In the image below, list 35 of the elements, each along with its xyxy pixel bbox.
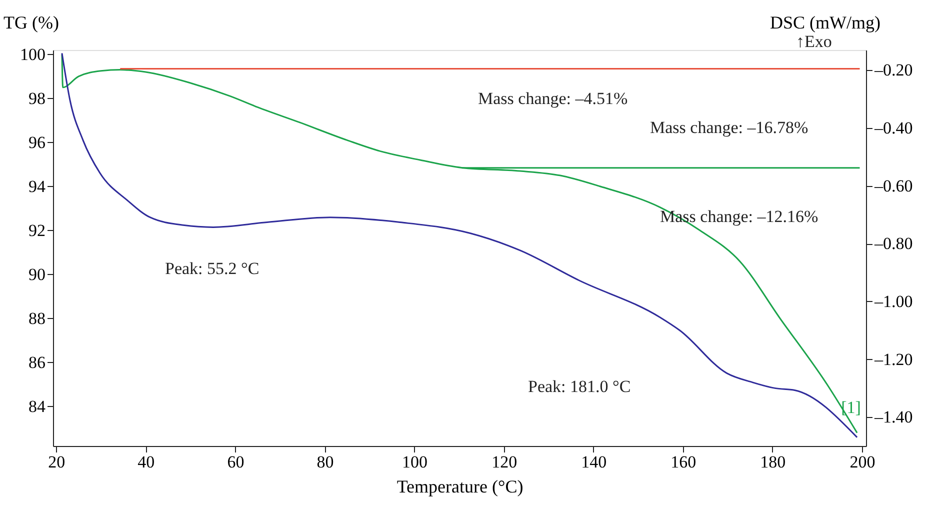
y-tick-label: 92: [28, 220, 46, 240]
y-tick-label: 84: [28, 396, 46, 416]
annotation: ↑Exo: [796, 32, 832, 51]
y2-tick-label: –1.00: [874, 292, 913, 311]
annotation: Peak: 181.0 °C: [528, 377, 631, 396]
x-tick-label: 20: [48, 452, 66, 472]
y2-tick-label: –0.40: [874, 118, 913, 138]
y2-tick-label: –0.80: [874, 234, 913, 254]
x-tick-label: 180: [760, 452, 786, 472]
x-tick-label: 140: [581, 452, 607, 472]
y2-tick-label: –0.20: [874, 60, 913, 80]
x-tick-label: 60: [227, 452, 244, 472]
annotation: Mass change: –16.78%: [650, 118, 808, 137]
x-tick-label: 100: [402, 452, 428, 472]
x-tick-label: 40: [138, 452, 155, 472]
y-tick-label: 96: [28, 132, 46, 152]
annotation: Mass change: –4.51%: [478, 89, 628, 108]
x-tick-label: 200: [850, 452, 876, 472]
x-axis-title: Temperature (°C): [396, 476, 524, 496]
y-tick-label: 94: [28, 176, 46, 196]
x-tick-label: 160: [670, 452, 696, 472]
y-tick-label: 88: [28, 308, 46, 328]
annotation: [1]: [841, 398, 861, 417]
annotation: Peak: 55.2 °C: [165, 259, 260, 278]
y-axis-title: TG (%): [4, 12, 59, 32]
x-tick-label: 120: [492, 452, 518, 472]
y2-axis-title: DSC (mW/mg): [770, 12, 880, 32]
y-tick-label: 98: [28, 88, 46, 108]
y2-tick-label: –0.60: [874, 176, 913, 196]
y2-tick-label: –1.20: [874, 350, 913, 369]
y2-tick-label: –1.40: [874, 408, 913, 427]
y-tick-label: 90: [28, 264, 46, 284]
x-tick-label: 80: [316, 452, 334, 472]
y-tick-label: 86: [28, 352, 46, 372]
y-tick-label: 100: [20, 44, 46, 64]
